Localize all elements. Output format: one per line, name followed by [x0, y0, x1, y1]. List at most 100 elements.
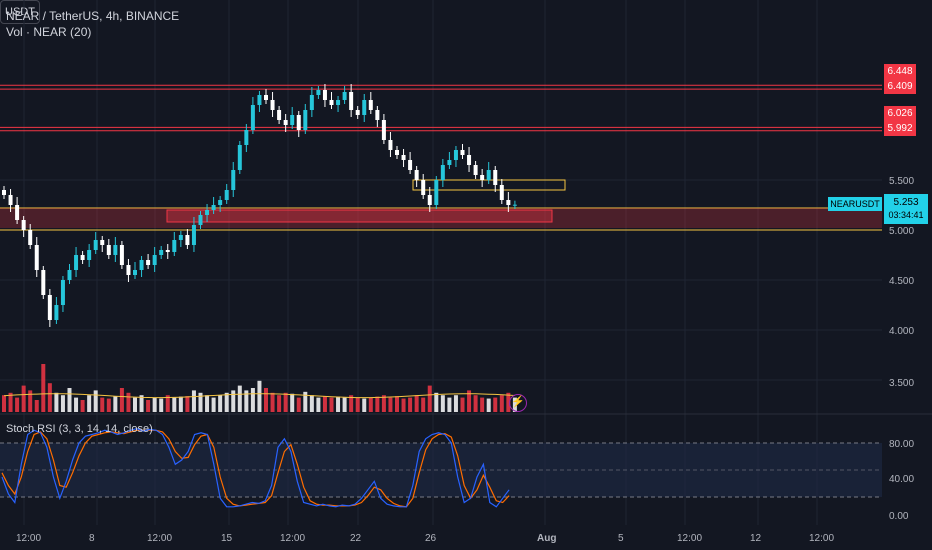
- chart-title[interactable]: NEAR / TetherUS, 4h, BINANCE: [6, 9, 180, 23]
- volume-bar: [421, 397, 426, 412]
- volume-bar: [473, 395, 478, 412]
- volume-bar: [388, 397, 393, 412]
- candle-body: [460, 150, 465, 155]
- candle-body: [506, 200, 511, 205]
- volume-bar: [60, 395, 65, 412]
- candle-body: [257, 95, 262, 105]
- volume-bar: [87, 395, 92, 412]
- time-tick: 12:00: [677, 533, 702, 544]
- volume-bar: [47, 383, 52, 412]
- volume-bar: [28, 390, 33, 412]
- volume-bar: [467, 390, 472, 412]
- price-tick: 5.000: [889, 226, 914, 237]
- level-tag-5992: 5.992: [884, 121, 916, 136]
- time-tick: Aug: [537, 533, 556, 544]
- time-tick: 26: [425, 533, 437, 544]
- volume-bar: [309, 395, 314, 412]
- volume-bar: [205, 395, 210, 412]
- candle-body: [480, 175, 485, 180]
- candle-body: [244, 130, 249, 145]
- volume-bar: [480, 397, 485, 412]
- horizontal-levels[interactable]: [0, 84, 882, 231]
- volume-bar: [224, 392, 229, 412]
- candle-body: [486, 170, 491, 180]
- candle-body: [152, 255, 157, 265]
- currency-button[interactable]: USDT: [0, 0, 40, 24]
- time-tick: 15: [221, 533, 233, 544]
- volume-bar: [316, 397, 321, 412]
- candle-body: [408, 160, 413, 170]
- volume-bar: [67, 388, 72, 412]
- candle-body: [67, 270, 72, 280]
- volume-bar: [277, 395, 282, 412]
- last-price-value: 5.253: [893, 197, 919, 208]
- candle-body: [336, 100, 341, 105]
- candle-body: [185, 235, 190, 245]
- volume-bar: [493, 397, 498, 412]
- volume-bar: [342, 397, 347, 412]
- candle-body: [41, 270, 46, 295]
- time-tick: 12:00: [16, 533, 41, 544]
- volume-bar: [250, 388, 255, 412]
- price-axis[interactable]: 5.500 5.000 4.500 4.000 3.500: [889, 176, 914, 389]
- candle-body: [139, 260, 144, 270]
- candle-body: [381, 120, 386, 140]
- candle-body: [368, 100, 373, 110]
- candle-body: [80, 255, 85, 260]
- volume-bar: [113, 396, 118, 412]
- volume-bar: [178, 396, 183, 412]
- candle-body: [434, 180, 439, 205]
- candle-body: [218, 200, 223, 205]
- candle-body: [126, 265, 131, 275]
- time-tick: 12:00: [147, 533, 172, 544]
- price-tick: 4.500: [889, 276, 914, 287]
- candle-body: [250, 105, 255, 130]
- candle-body: [2, 190, 6, 195]
- candle-body: [106, 245, 111, 255]
- volume-bar: [447, 397, 452, 412]
- stoch-axis[interactable]: 80.00 40.00 0.00: [889, 439, 914, 522]
- volume-bar: [8, 392, 13, 412]
- level-tag-6409: 6.409: [884, 79, 916, 94]
- candle-body: [303, 110, 308, 130]
- candle-body: [60, 280, 65, 305]
- volume-bar: [80, 400, 85, 412]
- candle-body: [34, 245, 39, 270]
- stoch-rsi-label[interactable]: Stoch RSI (3, 3, 14, 14, close): [6, 423, 153, 435]
- candle-body: [237, 145, 242, 170]
- candle-body: [231, 170, 236, 190]
- candle-body: [349, 92, 354, 110]
- last-price-tag: 5.253 03:34:41: [884, 194, 928, 224]
- volume-bar: [270, 392, 275, 412]
- candle-body: [355, 110, 360, 115]
- candle-body: [473, 165, 478, 175]
- lightning-icon[interactable]: ⚡: [509, 394, 527, 412]
- volume-bar: [290, 393, 295, 412]
- candle-body: [21, 220, 26, 230]
- candle-body: [15, 205, 20, 220]
- volume-bar: [152, 397, 157, 412]
- stoch-d-line: [1, 429, 510, 508]
- support-zones[interactable]: [0, 179, 882, 228]
- level-tag-6448: 6.448: [884, 64, 916, 79]
- volume-bar: [375, 396, 380, 412]
- volume-bar: [349, 395, 354, 412]
- volume-bar: [395, 396, 399, 412]
- time-tick: 12:00: [809, 533, 834, 544]
- volume-bar: [218, 395, 223, 412]
- volume-bar: [139, 395, 144, 412]
- volume-bar: [165, 395, 170, 412]
- volume-bar: [244, 390, 249, 412]
- volume-bar: [231, 390, 236, 412]
- volume-indicator-label[interactable]: Vol · NEAR (20): [6, 25, 92, 39]
- volume-bar: [296, 397, 301, 412]
- time-axis[interactable]: 12:00 8 12:00 15 12:00 22 26 Aug 5 12:00…: [16, 533, 834, 544]
- time-tick: 22: [350, 533, 362, 544]
- bar-countdown: 03:34:41: [888, 210, 924, 220]
- candle-body: [28, 230, 33, 245]
- volume-bar: [453, 395, 458, 412]
- volume-bar: [283, 392, 288, 412]
- volume-bar: [119, 388, 124, 412]
- volume-bar: [41, 364, 46, 412]
